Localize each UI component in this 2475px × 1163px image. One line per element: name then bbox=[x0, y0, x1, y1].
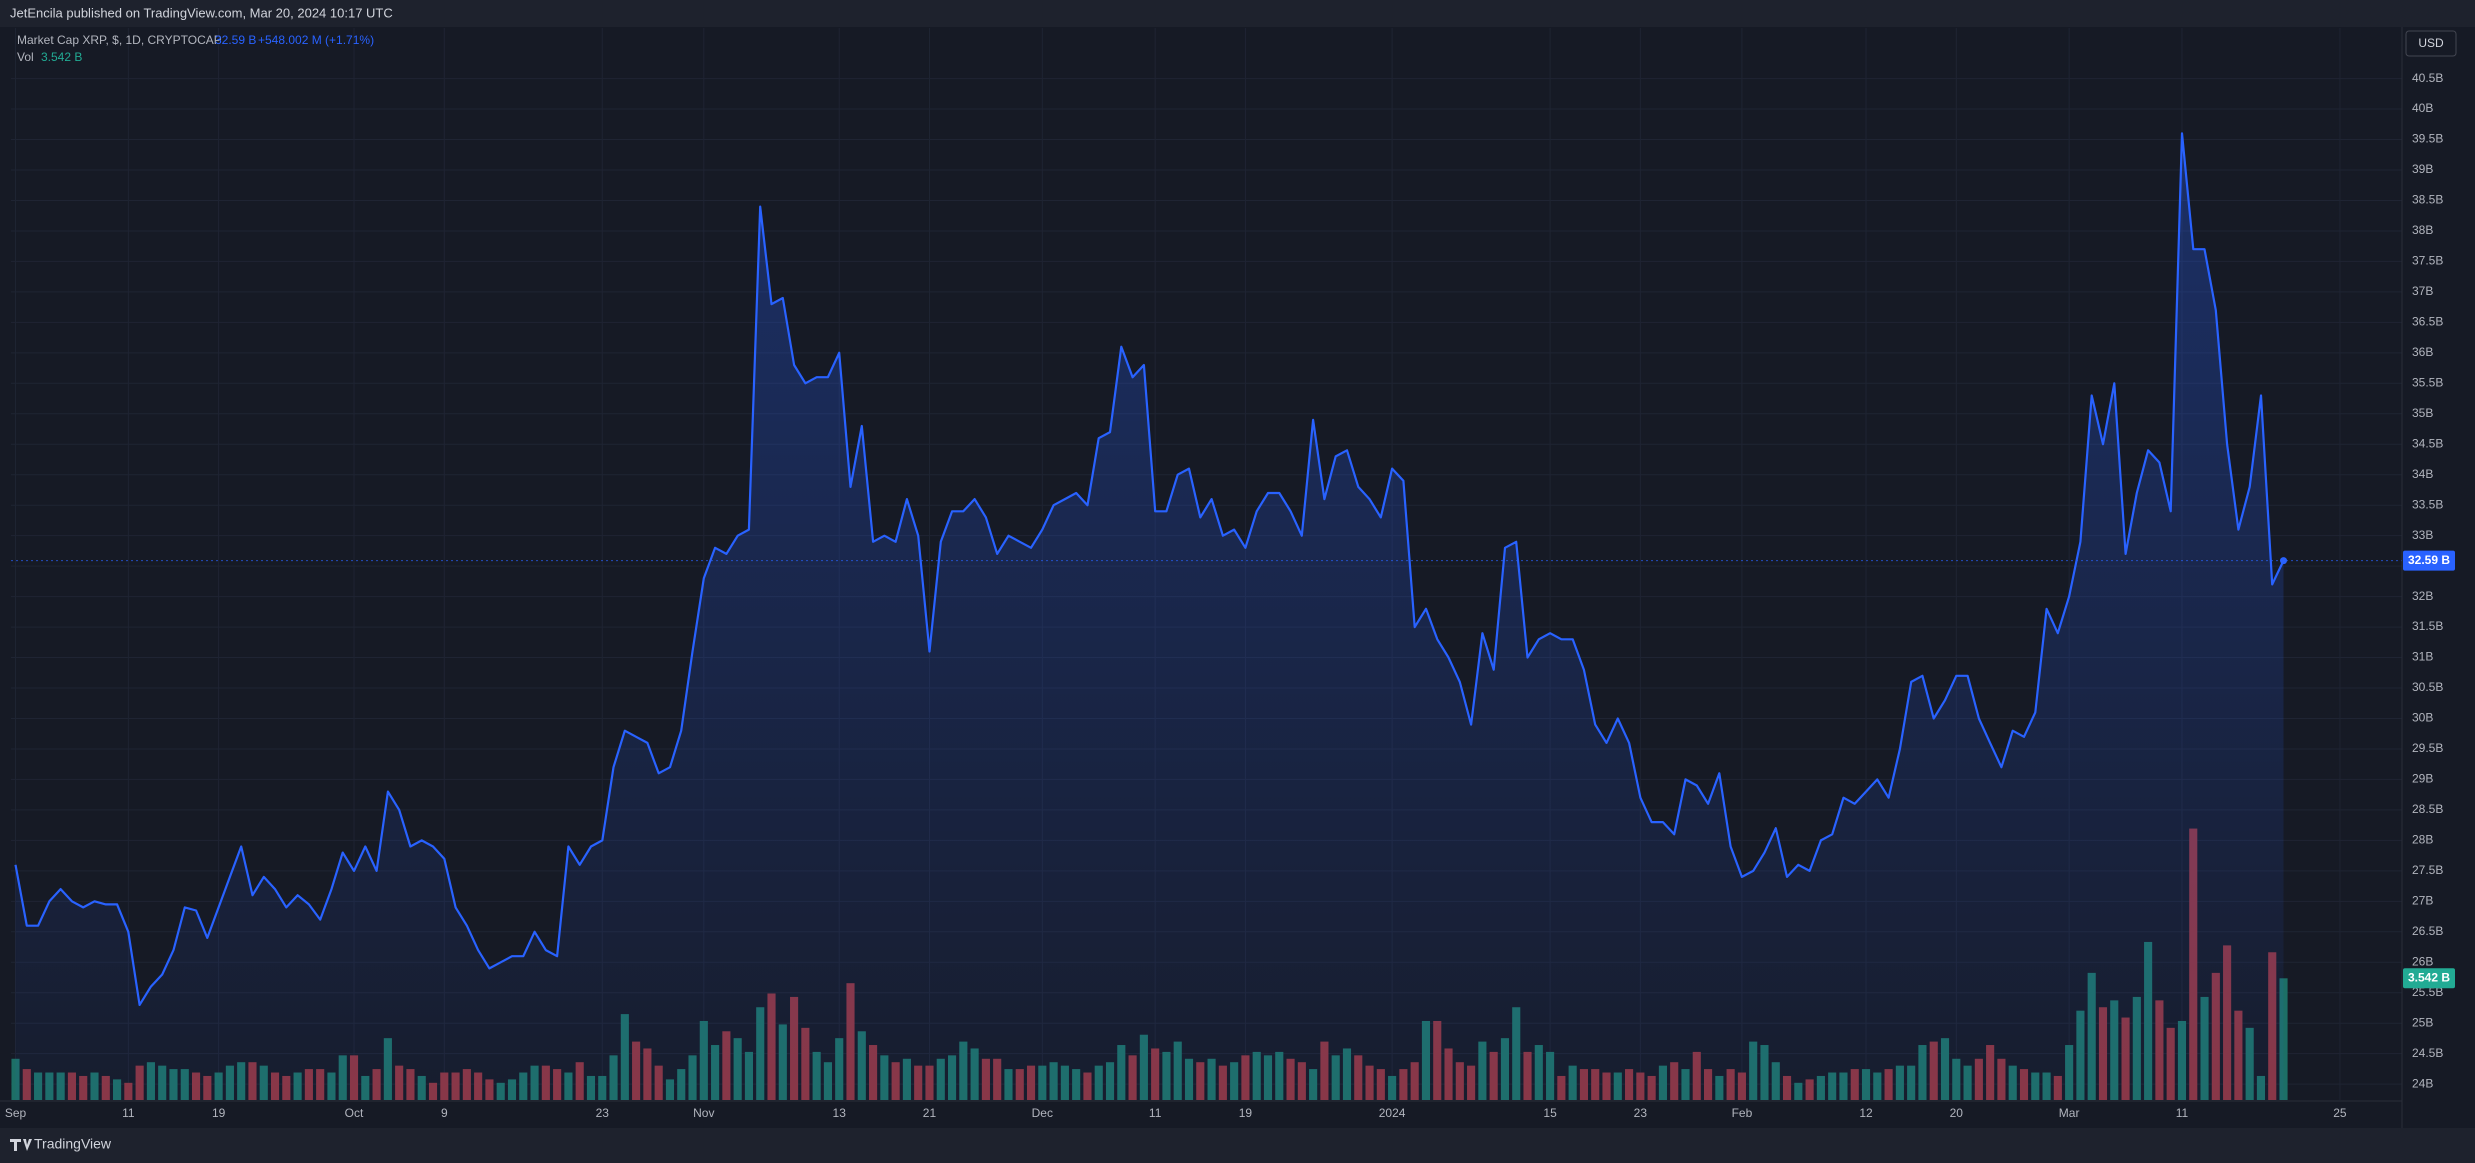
x-tick-label: 25 bbox=[2333, 1106, 2347, 1120]
x-tick-label: Feb bbox=[1732, 1106, 1753, 1120]
y-tick-label: 29B bbox=[2412, 772, 2433, 786]
last-point bbox=[2280, 557, 2288, 565]
y-tick-label: 28.5B bbox=[2412, 802, 2443, 816]
y-tick-label: 39B bbox=[2412, 162, 2433, 176]
header-text: JetEncila published on TradingView.com, … bbox=[10, 5, 393, 20]
legend-title: Market Cap XRP, $, 1D, CRYPTOCAP bbox=[17, 33, 222, 47]
y-tick-label: 24B bbox=[2412, 1076, 2433, 1090]
y-tick-label: 25.5B bbox=[2412, 985, 2443, 999]
x-tick-label: 15 bbox=[1543, 1106, 1557, 1120]
x-tick-label: 23 bbox=[596, 1106, 610, 1120]
x-tick-label: Nov bbox=[693, 1106, 714, 1120]
x-tick-label: 20 bbox=[1950, 1106, 1964, 1120]
x-tick-label: 13 bbox=[833, 1106, 847, 1120]
y-tick-label: 34B bbox=[2412, 467, 2433, 481]
y-tick-label: 38B bbox=[2412, 223, 2433, 237]
y-tick-label: 34.5B bbox=[2412, 436, 2443, 450]
y-tick-label: 33B bbox=[2412, 528, 2433, 542]
y-tick-label: 35.5B bbox=[2412, 375, 2443, 389]
x-tick-label: Sep bbox=[5, 1106, 27, 1120]
y-tick-label: 36B bbox=[2412, 345, 2433, 359]
y-tick-label: 27.5B bbox=[2412, 863, 2443, 877]
y-tick-label: 30.5B bbox=[2412, 680, 2443, 694]
y-tick-label: 39.5B bbox=[2412, 132, 2443, 146]
footer-bar bbox=[0, 1128, 2475, 1163]
y-tick-label: 26.5B bbox=[2412, 924, 2443, 938]
y-tick-label: 40B bbox=[2412, 101, 2433, 115]
x-tick-label: 12 bbox=[1859, 1106, 1873, 1120]
volume-last-label: 3.542 B bbox=[2408, 970, 2450, 984]
y-tick-label: 27B bbox=[2412, 893, 2433, 907]
x-tick-label: 23 bbox=[1634, 1106, 1648, 1120]
last-price-label: 32.59 B bbox=[2408, 553, 2450, 567]
y-tick-label: 31.5B bbox=[2412, 619, 2443, 633]
x-tick-label: 11 bbox=[1149, 1106, 1162, 1120]
legend-volume: Vol bbox=[17, 50, 34, 64]
axis-labels: 24B 24.5B 25B 25.5B 26B 26.5B 27B 27.5B 28B 28.5B… bbox=[5, 71, 2455, 1120]
x-tick-label: 19 bbox=[212, 1106, 226, 1120]
y-tick-label: 37.5B bbox=[2412, 254, 2443, 268]
legend-volume-value: 3.542 B bbox=[41, 50, 82, 64]
x-tick-label: Mar bbox=[2059, 1106, 2080, 1120]
x-tick-label: 2024 bbox=[1379, 1106, 1406, 1120]
footer-logo: TradingView bbox=[10, 1136, 112, 1152]
price-line bbox=[14, 132, 2285, 1006]
footer-text: TradingView bbox=[34, 1136, 112, 1152]
y-tick-label: 40.5B bbox=[2412, 71, 2443, 85]
legend-change: +548.002 M (+1.71%) bbox=[258, 33, 374, 47]
y-tick-label: 32B bbox=[2412, 589, 2433, 603]
x-tick-label: 9 bbox=[441, 1106, 448, 1120]
y-tick-label: 30B bbox=[2412, 711, 2433, 725]
last-price-box bbox=[2403, 550, 2455, 571]
y-tick-label: 38.5B bbox=[2412, 193, 2443, 207]
x-tick-label: Dec bbox=[1032, 1106, 1053, 1120]
y-tick-label: 36.5B bbox=[2412, 315, 2443, 329]
y-tick-label: 24.5B bbox=[2412, 1046, 2443, 1060]
x-tick-label: 19 bbox=[1239, 1106, 1253, 1120]
y-tick-label: 37B bbox=[2412, 284, 2433, 298]
price-area bbox=[11, 132, 2402, 1100]
y-tick-label: 31B bbox=[2412, 650, 2433, 664]
y-tick-label: 28B bbox=[2412, 833, 2433, 847]
y-tick-label: 29.5B bbox=[2412, 741, 2443, 755]
x-tick-label: Oct bbox=[345, 1106, 364, 1120]
y-tick-label: 33.5B bbox=[2412, 497, 2443, 511]
logo-icon bbox=[10, 1139, 32, 1151]
x-tick-label: 21 bbox=[923, 1106, 937, 1120]
volume-bar bbox=[2279, 978, 2288, 1100]
legend-value: 32.59 B bbox=[215, 33, 256, 47]
x-tick-label: 11 bbox=[122, 1106, 135, 1120]
y-tick-label: 35B bbox=[2412, 406, 2433, 420]
x-tick-label: 11 bbox=[2176, 1106, 2189, 1120]
header-bar bbox=[0, 0, 2475, 27]
area-fill bbox=[15, 133, 2284, 1100]
currency-label[interactable]: USD bbox=[2418, 36, 2444, 50]
currency-button[interactable] bbox=[2405, 30, 2457, 57]
y-tick-label: 26B bbox=[2412, 954, 2433, 968]
y-tick-label: 25B bbox=[2412, 1015, 2433, 1029]
volume-last-box bbox=[2403, 968, 2455, 989]
